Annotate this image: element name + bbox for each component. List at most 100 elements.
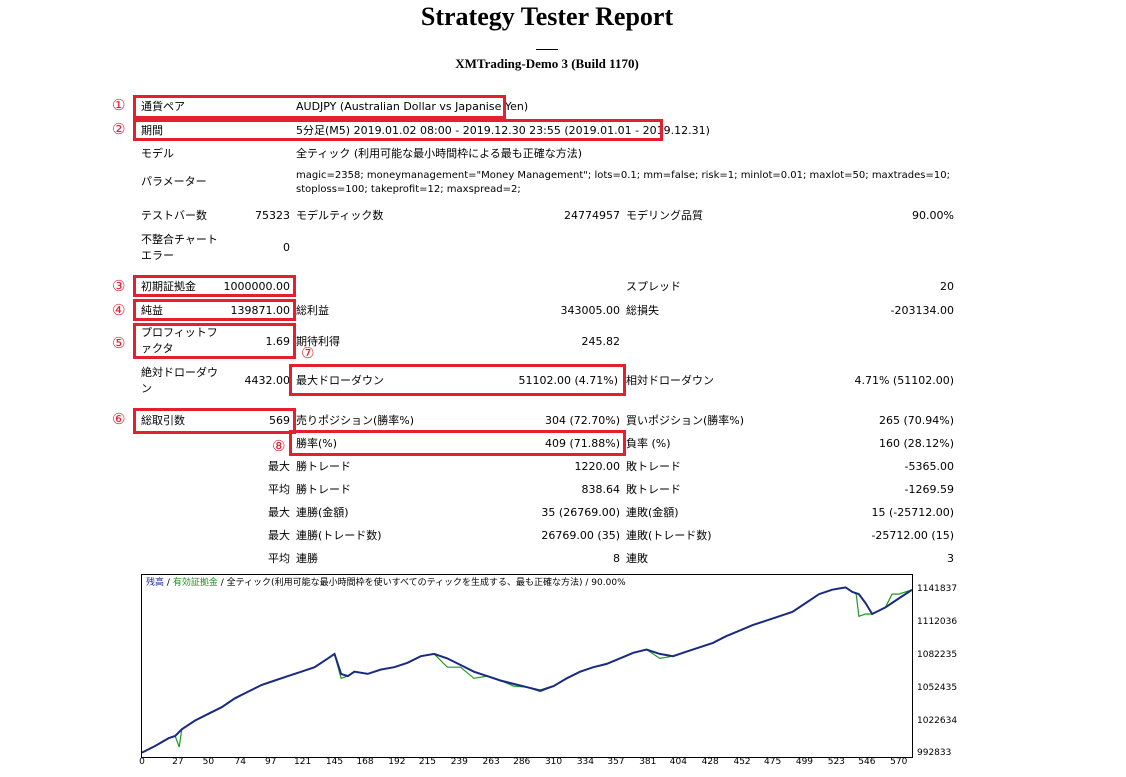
equity-line (142, 586, 912, 754)
quality-value: 90.00% (912, 209, 954, 222)
symbol-value: AUDJPY (Australian Dollar vs Japanise Ye… (296, 100, 529, 113)
gross-profit-value: 343005.00 (560, 304, 621, 317)
model-value: 全ティック (利用可能な最小時間枠による最も正確な方法) (296, 147, 583, 160)
page-subtitle: XMTrading-Demo 3 (Build 1170) (455, 56, 639, 71)
average-consecutive-wins-value: 8 (613, 552, 620, 565)
mismatch-label-2: エラー (141, 249, 174, 262)
max-consecutive-losses-label: 連敗(金額) (626, 506, 679, 519)
period-value: 5分足(M5) 2019.01.02 08:00 - 2019.12.30 23… (296, 124, 710, 137)
x-tick-label: 404 (669, 757, 687, 767)
gross-loss-label: 総損失 (626, 304, 659, 317)
x-tick-label: 546 (858, 757, 876, 767)
relative-drawdown-label: 相対ドローダウン (626, 374, 714, 387)
x-tick-label: 239 (450, 757, 468, 767)
x-tick-label: 145 (325, 757, 344, 767)
subtitle-underline (536, 49, 558, 50)
bars-value: 75323 (255, 209, 290, 222)
y-tick-label: 1022634 (917, 715, 958, 726)
highlight-box-profit-trades (289, 430, 626, 456)
marker-8: ⑧ (272, 437, 286, 455)
params-value-line2: stoploss=100; takeprofit=12; maxspread=2… (296, 184, 521, 195)
highlight-box-profit-factor (133, 323, 296, 359)
marker-7: ⑦ (301, 344, 315, 362)
x-tick-label: 381 (639, 757, 657, 767)
gross-profit-label: 総利益 (296, 304, 329, 317)
model-label: モデル (141, 147, 174, 160)
net-profit-label: 純益 (141, 304, 163, 317)
legend-description: / 全ティック(利用可能な最小時間枠を使いすべてのティックを生成する、最も正確な… (220, 578, 626, 588)
x-tick-label: 74 (234, 757, 246, 767)
long-positions-value: 265 (70.94%) (878, 414, 954, 427)
x-tick-label: 310 (544, 757, 563, 767)
x-tick-label: 50 (202, 757, 215, 767)
maximal-drawdown-value: 51102.00 (4.71%) (518, 374, 618, 387)
params-value-line1: magic=2358; moneymanagement="Money Manag… (296, 170, 950, 181)
profit-trades-value: 409 (71.88%) (544, 437, 620, 450)
largest-win-label: 勝トレード (296, 460, 351, 473)
params-label: パラメーター (141, 175, 207, 188)
x-tick-label: 168 (356, 757, 374, 767)
total-trades-value: 569 (269, 414, 290, 427)
largest-prefix: 最大 (268, 460, 290, 473)
x-tick-label: 570 (890, 757, 908, 767)
chart-plot (142, 586, 912, 754)
marker-5: ⑤ (112, 334, 126, 352)
x-tick-label: 334 (576, 757, 594, 767)
long-positions-label: 買いポジション(勝率%) (626, 414, 745, 427)
symbol-label: 通貨ペア (141, 100, 185, 113)
average-consecutive-losses-value: 3 (947, 552, 954, 565)
absolute-drawdown-label-1: 絶対ドローダウ (141, 366, 218, 379)
x-tick-label: 357 (607, 757, 625, 767)
largest-loss-value: -5365.00 (904, 460, 954, 473)
x-tick-label: 27 (172, 757, 184, 767)
ticks-label: モデルティック数 (296, 209, 384, 222)
x-tick-label: 215 (418, 757, 437, 767)
x-tick-label: 286 (513, 757, 531, 767)
y-tick-label: 1141837 (917, 583, 958, 594)
x-tick-label: 0 (139, 757, 145, 767)
y-tick-label: 1052435 (917, 682, 958, 693)
deposit-value: 1000000.00 (223, 280, 290, 293)
total-trades-label: 総取引数 (141, 414, 185, 427)
max-consecutive-profit-label: 連勝(トレード数) (296, 529, 382, 542)
x-tick-label: 475 (764, 757, 782, 767)
max-consecutive-profit-prefix: 最大 (268, 529, 290, 542)
balance-chart: 残高 / 有効証拠金 / 全ティック(利用可能な最小時間枠を使いすべてのティック… (141, 574, 913, 758)
short-positions-value: 304 (72.70%) (544, 414, 620, 427)
max-consecutive-wins-label: 連勝(金額) (296, 506, 349, 519)
highlight-box-symbol (133, 95, 506, 119)
page-title: Strategy Tester Report (420, 2, 674, 31)
average-consecutive-prefix: 平均 (268, 552, 290, 565)
average-loss-label: 敗トレード (626, 483, 681, 496)
mismatch-label-1: 不整合チャート (141, 233, 218, 246)
spread-label: スプレッド (626, 280, 681, 293)
x-tick-label: 121 (294, 757, 312, 767)
highlight-box-total-trades (133, 408, 296, 434)
net-profit-value: 139871.00 (230, 304, 291, 317)
expected-payoff-value: 245.82 (581, 335, 621, 348)
maximal-drawdown-label: 最大ドローダウン (296, 374, 384, 387)
x-tick-label: 452 (733, 757, 751, 767)
marker-2: ② (112, 120, 126, 138)
marker-4: ④ (112, 301, 126, 319)
gross-loss-value: -203134.00 (890, 304, 954, 317)
average-loss-value: -1269.59 (904, 483, 954, 496)
marker-3: ③ (112, 277, 126, 295)
spread-value: 20 (940, 280, 954, 293)
x-tick-label: 428 (701, 757, 719, 767)
profit-factor-label-1: プロフィットフ (141, 326, 218, 339)
ticks-value: 24774957 (564, 209, 620, 222)
x-tick-label: 192 (388, 757, 406, 767)
legend-equity: 有効証拠金 (172, 578, 218, 588)
largest-loss-label: 敗トレード (626, 460, 681, 473)
legend-balance: 残高 (146, 578, 165, 588)
absolute-drawdown-value: 4432.00 (244, 374, 291, 387)
mismatch-value: 0 (283, 241, 290, 254)
profit-trades-label: 勝率(%) (296, 437, 338, 450)
max-consecutive-prefix: 最大 (268, 506, 290, 519)
x-tick-label: 499 (795, 757, 814, 767)
max-consecutive-loss-label: 連敗(トレード数) (626, 529, 712, 542)
chart-legend: 残高 / 有効証拠金 / 全ティック(利用可能な最小時間枠を使いすべてのティック… (146, 578, 626, 589)
average-prefix: 平均 (268, 483, 290, 496)
x-tick-label: 523 (827, 757, 845, 767)
